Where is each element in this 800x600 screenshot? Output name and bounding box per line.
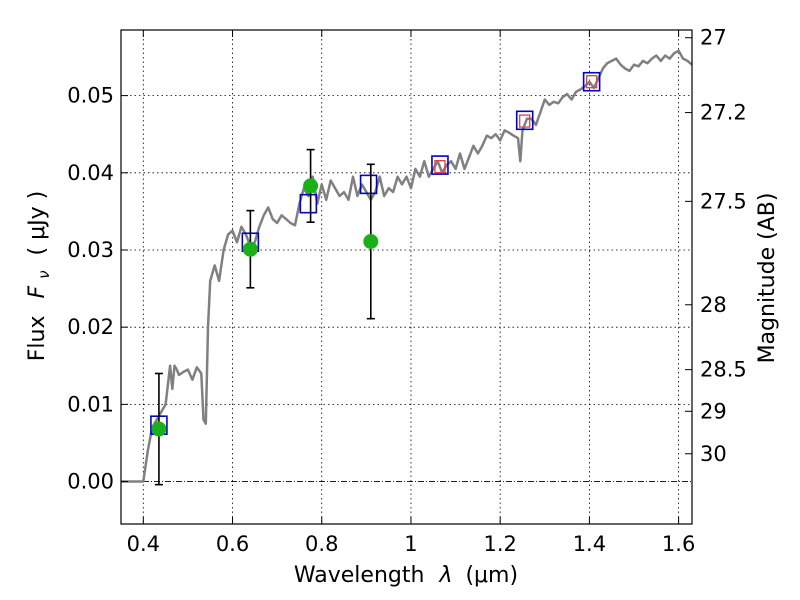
red-photometry-square (519, 114, 531, 128)
x-axis-label-text: Wavelength (294, 563, 425, 588)
mag-tick-label: 28.5 (700, 358, 747, 382)
red-photometry-square (585, 75, 598, 89)
y-tick-label: 0.05 (67, 84, 114, 108)
x-tick-label: 0.4 (127, 532, 160, 556)
plot-frame (120, 29, 693, 525)
x-tick-label: 1.2 (483, 532, 516, 556)
y-axis-subscript: ν (35, 270, 53, 278)
model-photometry-square (582, 71, 601, 92)
y-axis-unit: ( μJy ) (25, 191, 50, 256)
ticks-layer: 0.4 0.6 0.8 1 1.2 1.4 1.6 0.00 0.01 0.02 0.03 0.04 0… (67, 26, 747, 556)
y-axis-label-text: Flux (25, 315, 50, 361)
y-axis-symbol: F (25, 285, 50, 298)
model-photometry-square (431, 155, 449, 175)
y-tick-label: 0.01 (67, 392, 114, 416)
grid-lines (121, 30, 692, 524)
y-axis-label: Flux F ν ( μJy ) (25, 191, 55, 361)
x-axis-label: Wavelength λ (μm) (294, 563, 518, 588)
model-photometry-square (299, 193, 318, 214)
y-tick-label: 0.00 (67, 470, 114, 494)
x-tick-label: 0.8 (305, 532, 338, 556)
y2-axis-label-text: Magnitude (AB) (755, 193, 780, 364)
model-spectrum-line (121, 49, 693, 483)
mag-tick-label: 27.2 (700, 101, 747, 125)
red-photometry-square (434, 159, 446, 174)
y-tick-label: 0.04 (67, 161, 114, 185)
y2-axis-label: Magnitude (AB) (755, 193, 780, 364)
x-tick-label: 0.6 (216, 532, 249, 556)
mag-tick-label: 30 (700, 442, 727, 466)
mag-tick-label: 27 (700, 26, 727, 50)
x-tick-label: 1.4 (573, 532, 606, 556)
observed-flux-point (303, 178, 319, 194)
x-axis-symbol: λ (438, 563, 452, 588)
x-tick-label: 1 (404, 532, 417, 556)
y-tick-label: 0.02 (67, 315, 114, 339)
mag-tick-label: 27.5 (700, 189, 747, 213)
observed-flux-point (242, 241, 258, 257)
x-axis-unit: (μm) (465, 563, 518, 588)
observed-flux-point (363, 233, 379, 249)
x-tick-label: 1.6 (662, 532, 695, 556)
mag-tick-label: 29 (700, 399, 727, 423)
mag-tick-label: 28 (700, 293, 727, 317)
model-photometry-square (359, 174, 378, 195)
series-layer (121, 49, 693, 486)
model-photometry-square (515, 110, 534, 131)
observed-flux-point (151, 421, 167, 437)
y-tick-label: 0.03 (67, 238, 114, 262)
